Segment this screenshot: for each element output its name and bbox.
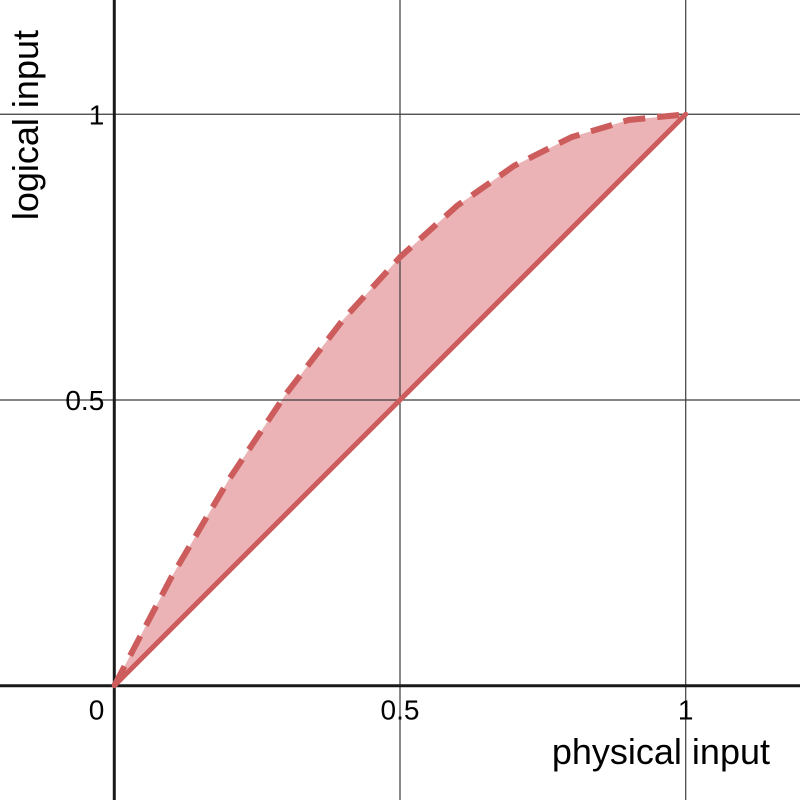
- solid-series-line: [111, 111, 689, 689]
- x-tick-label: 1: [678, 695, 694, 726]
- x-axis-title: physical input: [552, 731, 770, 772]
- x-tick-label: 0.5: [381, 695, 420, 726]
- dashed-series-line: [111, 111, 687, 688]
- y-tick-label: 1: [89, 99, 105, 130]
- origin-tick-label: 0: [89, 695, 105, 726]
- y-axis-title: logical input: [5, 30, 46, 220]
- y-tick-label: 0.5: [65, 385, 104, 416]
